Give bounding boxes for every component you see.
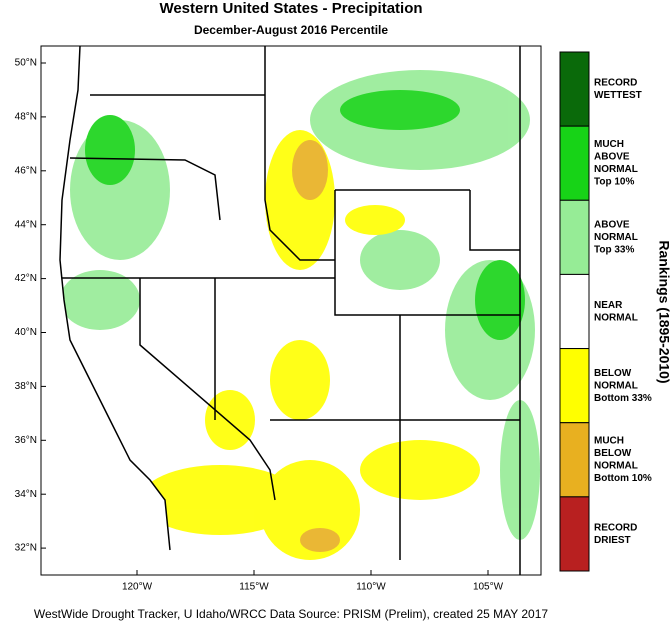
legend-label: WETTEST (594, 90, 642, 101)
subtitle: December-August 2016 Percentile (194, 23, 388, 37)
legend-label: MUCH (594, 436, 624, 447)
legend-label: ABOVE (594, 152, 630, 163)
lat-label: 34°N (15, 489, 37, 500)
legend-label: NORMAL (594, 312, 638, 323)
legend-label: BELOW (594, 448, 632, 459)
legend-title: Rankings (1895-2010) (656, 240, 671, 383)
legend-swatch (559, 273, 590, 350)
lat-label: 48°N (15, 112, 37, 123)
legend-label: Bottom 33% (594, 393, 652, 404)
legend-label: MUCH (594, 139, 624, 150)
lon-label: 105°W (473, 582, 504, 593)
lon-label: 110°W (356, 582, 386, 593)
legend-label: NEAR (594, 300, 623, 311)
legend-swatch (559, 422, 590, 498)
legend-label: Top 33% (594, 244, 634, 255)
legend-swatch (559, 51, 590, 127)
lat-label: 44°N (15, 219, 37, 230)
lat-label: 40°N (15, 327, 37, 338)
legend-label: NORMAL (594, 232, 638, 243)
legend-label: NORMAL (594, 164, 638, 175)
lat-label: 32°N (15, 543, 37, 554)
legend-label: NORMAL (594, 461, 638, 472)
legend-label: BELOW (594, 368, 632, 379)
lat-label: 50°N (15, 58, 37, 69)
legend-label: NORMAL (594, 380, 638, 391)
legend-swatch (559, 199, 590, 275)
legend-label: Bottom 10% (594, 473, 652, 484)
lat-label: 46°N (15, 165, 37, 176)
lat-label: 42°N (15, 273, 37, 284)
footer: WestWide Drought Tracker, U Idaho/WRCC D… (34, 607, 549, 621)
legend-label: RECORD (594, 522, 637, 533)
legend-swatch (559, 348, 590, 424)
lon-label: 120°W (122, 582, 153, 593)
legend-label: DRIEST (594, 535, 631, 546)
legend-label: Top 10% (594, 177, 634, 188)
legend-label: ABOVE (594, 219, 630, 230)
lat-label: 38°N (15, 381, 37, 392)
legend-swatch (559, 496, 590, 572)
lon-label: 115°W (239, 582, 269, 593)
map (40, 45, 542, 576)
legend-label: RECORD (594, 77, 637, 88)
lat-label: 36°N (15, 435, 37, 446)
title: Western United States - Precipitation (159, 0, 422, 17)
legend-swatch (559, 125, 590, 201)
map-frame (40, 45, 542, 576)
